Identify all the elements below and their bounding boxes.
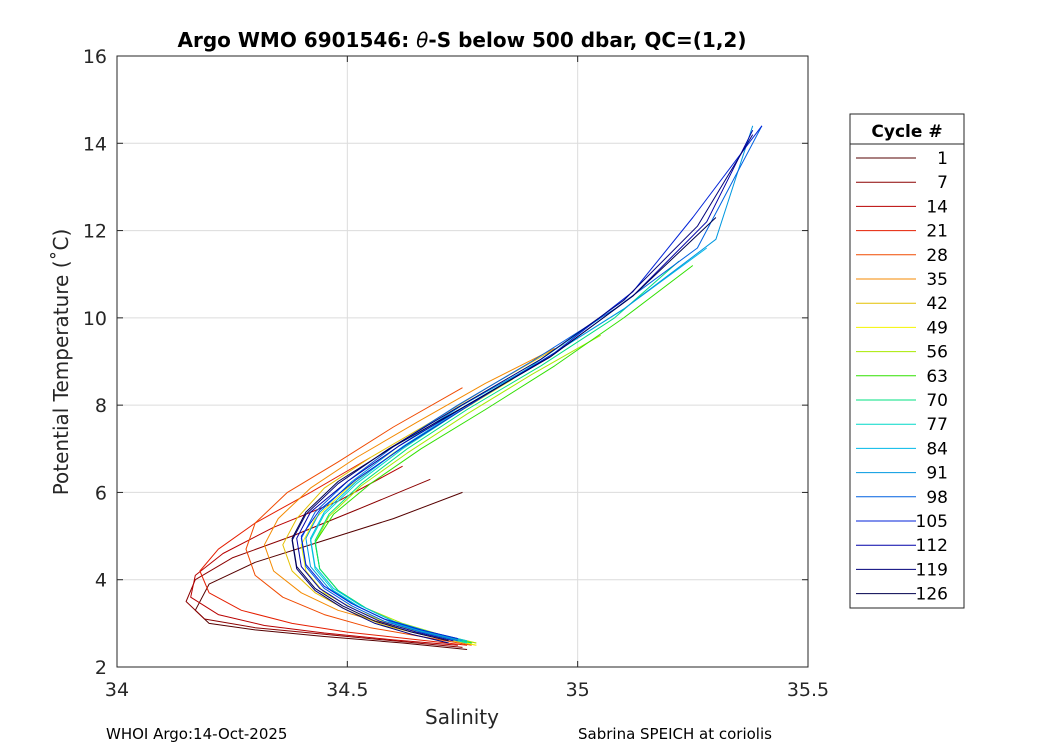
series-line-cycle-35 <box>263 347 555 644</box>
legend-label-cycle-126: 126 <box>916 585 948 605</box>
chart-title-prefix: Argo WMO 6901546: <box>178 28 417 52</box>
x-tick-label: 35.5 <box>787 679 829 701</box>
series-line-cycle-126 <box>291 217 717 642</box>
y-tick-label: 16 <box>83 46 107 68</box>
series-line-cycle-28 <box>245 387 472 646</box>
legend-title: Cycle # <box>871 122 942 142</box>
series-line-cycle-14 <box>190 465 458 646</box>
legend-label-cycle-105: 105 <box>916 512 948 532</box>
legend-entries: 1 7 14 21 28 35 42 49 56 63 70 77 84 91 98 105 112 119 126 <box>856 149 948 605</box>
chart-title: Argo WMO 6901546: θ-S below 500 dbar, QC… <box>178 28 747 52</box>
y-tick-label: 12 <box>83 221 107 243</box>
legend-label-cycle-21: 21 <box>926 222 948 242</box>
legend-label-cycle-14: 14 <box>926 197 948 217</box>
chart-title-theta: θ <box>416 28 428 52</box>
y-tick-label: 2 <box>95 657 107 679</box>
y-tick-label: 8 <box>95 395 107 417</box>
x-tick-label: 35 <box>566 679 590 701</box>
y-axis-label: Potential Temperature (˚C) <box>49 229 73 496</box>
x-tick-label: 34 <box>105 679 129 701</box>
axis-ticks: 34 34.5 35 35.5 2 4 6 8 10 12 14 16 <box>83 46 829 701</box>
y-tick-label: 4 <box>95 570 107 592</box>
footer-credit-left: WHOI Argo:14-Oct-2025 <box>106 725 288 743</box>
x-axis-label: Salinity <box>425 705 499 729</box>
legend: Cycle # 17142128354249566370778491981051… <box>849 113 965 609</box>
plot-frame <box>116 55 809 668</box>
legend-label-cycle-35: 35 <box>926 270 948 290</box>
x-tick-label: 34.5 <box>326 679 368 701</box>
series-line-cycle-21 <box>199 457 468 646</box>
legend-label-cycle-42: 42 <box>926 294 948 314</box>
legend-label-cycle-77: 77 <box>926 415 948 435</box>
legend-label-cycle-112: 112 <box>916 536 948 556</box>
legend-label-cycle-84: 84 <box>926 439 948 459</box>
legend-label-cycle-98: 98 <box>926 488 948 508</box>
legend-label-cycle-119: 119 <box>916 560 948 580</box>
legend-box <box>849 113 965 609</box>
legend-label-cycle-7: 7 <box>937 173 948 193</box>
chart-title-suffix: -S below 500 dbar, QC=(1,2) <box>428 28 746 52</box>
legend-label-cycle-28: 28 <box>926 246 948 266</box>
legend-label-cycle-70: 70 <box>926 391 948 411</box>
legend-label-cycle-63: 63 <box>926 367 948 387</box>
series-line-cycle-119 <box>291 134 754 644</box>
y-tick-label: 10 <box>83 308 107 330</box>
series-lines <box>185 125 763 650</box>
y-tick-label: 6 <box>95 482 107 504</box>
legend-label-cycle-1: 1 <box>937 149 948 169</box>
series-line-cycle-7 <box>185 478 463 648</box>
y-tick-label: 14 <box>83 133 107 155</box>
plot-area <box>117 56 808 667</box>
legend-label-cycle-56: 56 <box>926 343 948 363</box>
footer-credit-right: Sabrina SPEICH at coriolis <box>578 725 772 743</box>
legend-label-cycle-91: 91 <box>926 464 948 484</box>
legend-label-cycle-49: 49 <box>926 318 948 338</box>
